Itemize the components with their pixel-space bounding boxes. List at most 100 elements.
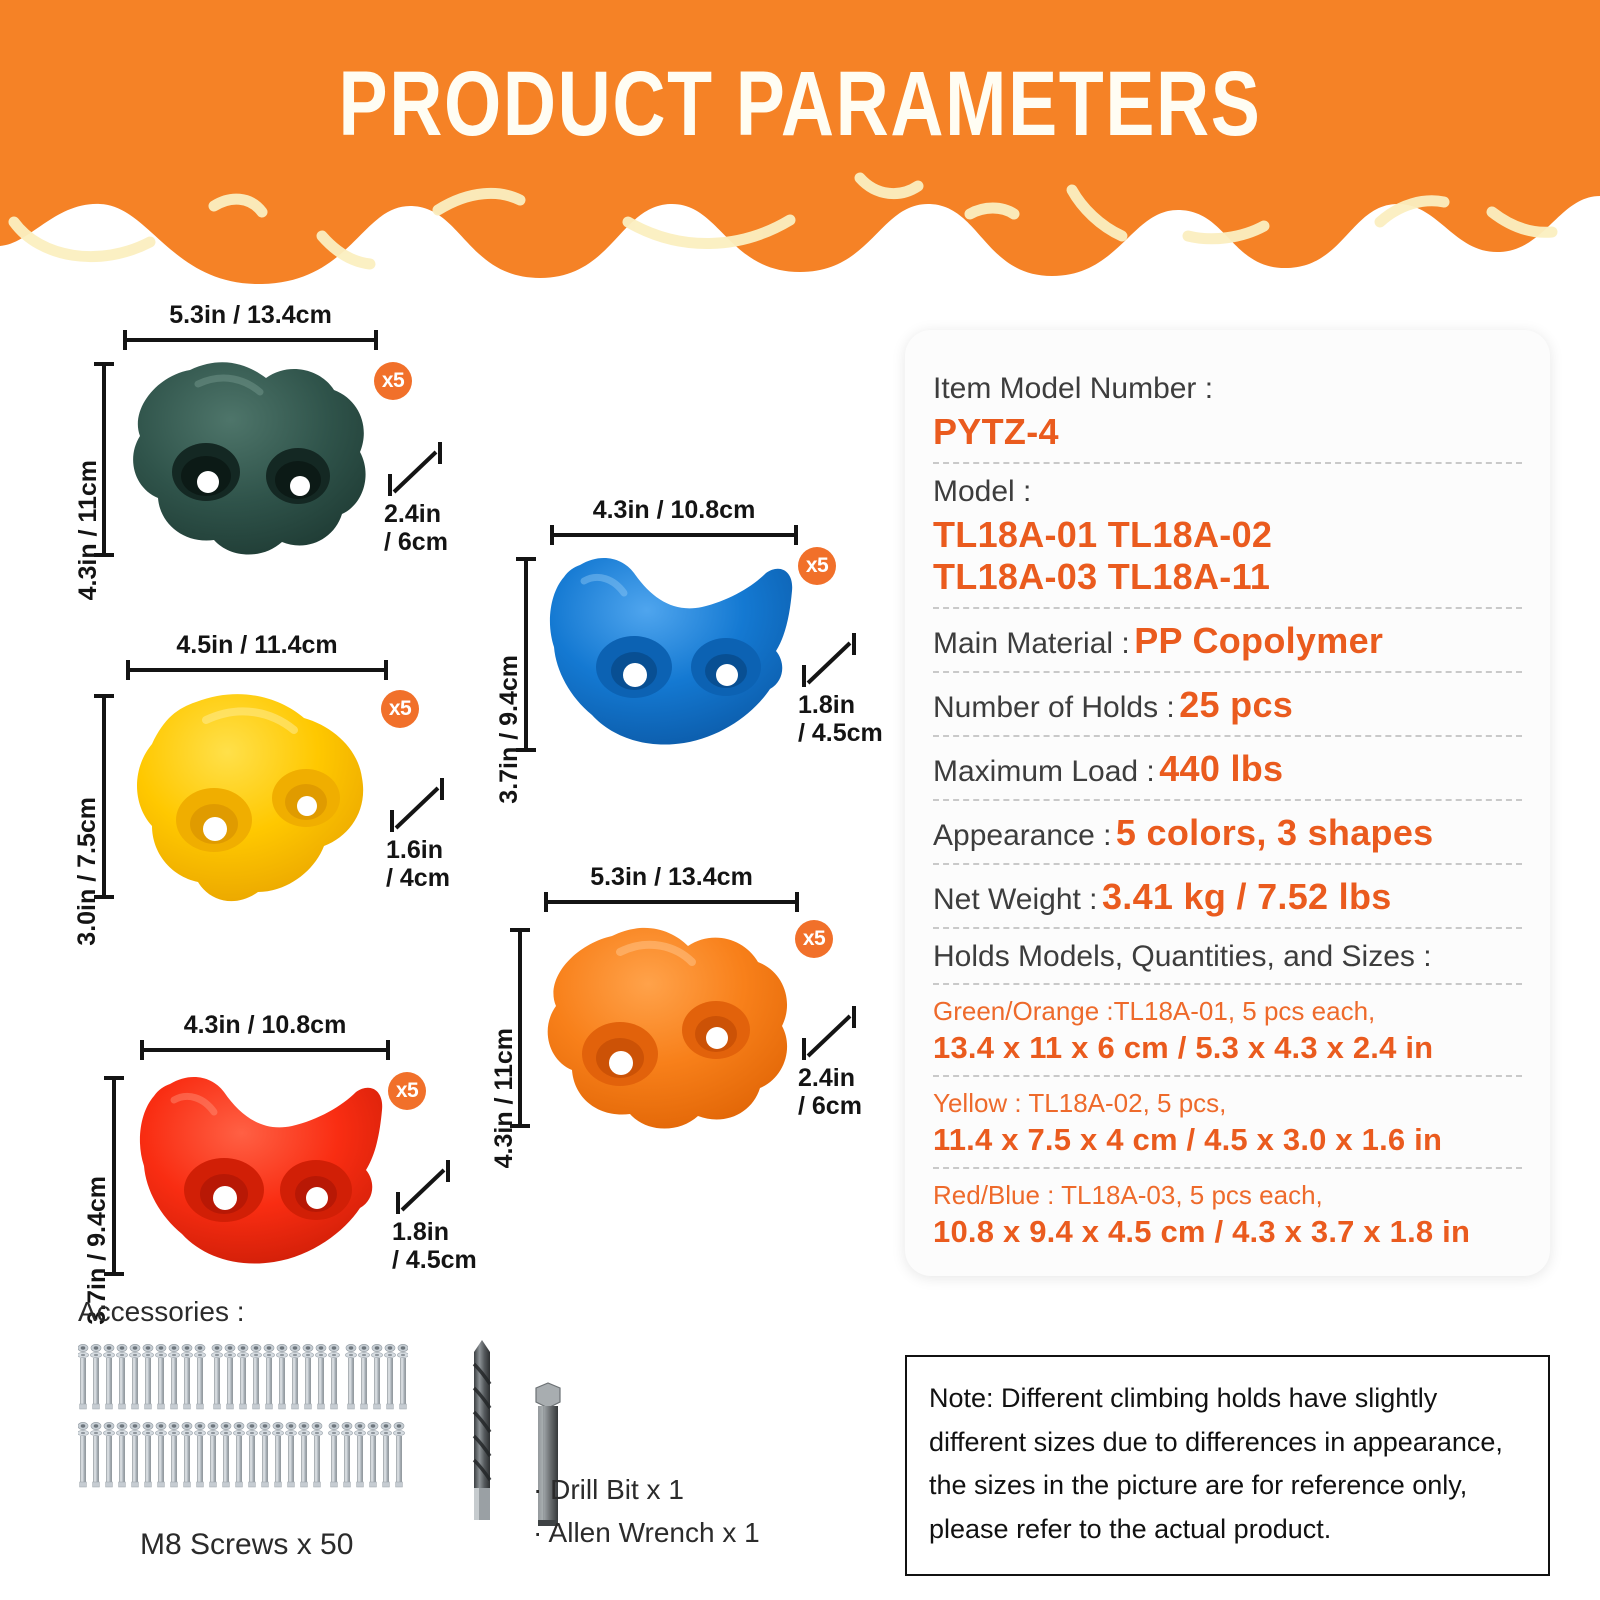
screws-caption: M8 Screws x 50 [140,1528,354,1561]
accessories-title: Accessories : [78,1296,245,1327]
depth-label: 2.4in / 6cm [798,1064,862,1120]
spec-row-holds-models-header: Holds Models, Quantities, and Sizes : [933,940,1522,985]
yellow-hold-depth-dimension: 1.6in / 4cm [386,776,454,892]
red-hold-depth-dimension: 1.8in / 4.5cm [392,1158,477,1274]
item-model-number-value: PYTZ-4 [933,411,1059,452]
dim-bar [518,928,522,1128]
size-desc-yellow: Yellow : TL18A-02, 5 pcs, [933,1088,1227,1118]
dim-cap-right [794,525,798,545]
orange-hold: 5.3in / 13.4cm 4.3in / 11cm [490,862,912,1168]
depth-leader-line [802,633,856,687]
dim-bar [102,362,106,557]
item-model-number-label: Item Model Number : [933,372,1214,405]
orange-hold-height-dimension: 4.3in / 11cm [486,928,530,1168]
tool-item-drill-bit: · Drill Bit x 1 [533,1474,684,1505]
number-of-holds-label: Number of Holds : [933,691,1175,724]
red-hold: 4.3in / 10.8cm 3.7in / 9.4cm [78,1010,508,1325]
dim-bar [544,900,799,904]
dim-cap-left [123,330,127,350]
dim-cap-left [544,892,548,912]
spec-row-number-of-holds: Number of Holds : 25 pcs [933,684,1522,737]
main-material-label: Main Material : [933,627,1130,660]
green-hold-depth-dimension: 2.4in / 6cm [384,440,452,556]
dim-bar [140,1048,390,1052]
header-banner: PRODUCT PARAMETERS [0,0,1600,290]
spec-row-size-yellow: Yellow : TL18A-02, 5 pcs, 11.4 x 7.5 x 4… [933,1088,1522,1169]
depth-label: 1.8in / 4.5cm [392,1218,477,1274]
size-value-red-blue: 10.8 x 9.4 x 4.5 cm / 4.3 x 3.7 x 1.8 in [933,1214,1471,1249]
depth-label: 1.8in / 4.5cm [798,691,883,747]
dim-cap-top [104,1076,124,1080]
number-of-holds-value: 25 pcs [1179,684,1294,725]
drill-bit-icon [472,1340,492,1520]
blue-hold: 4.3in / 10.8cm 3.7in / 9.4cm [492,495,912,803]
dim-bar [102,694,106,899]
dim-cap-bottom [94,895,114,899]
dim-bar [123,338,378,342]
green-hold: 5.3in / 13.4cm 4.3in / 11cm [74,300,498,600]
dim-cap-bottom [510,1124,530,1128]
banner-shape [0,0,1600,285]
dim-cap-left [550,525,554,545]
depth-leader-line [390,778,444,832]
green-hold-height-dimension: 4.3in / 11cm [70,362,114,600]
dim-cap-right [384,660,388,680]
green-hold-shape [133,362,366,555]
size-value-green-orange: 13.4 x 11 x 6 cm / 5.3 x 4.3 x 2.4 in [933,1030,1434,1065]
yellow-hold-height-dimension: 3.0in / 7.5cm [70,694,114,945]
appearance-label: Appearance : [933,819,1112,852]
blue-hold-height-dimension: 3.7in / 9.4cm [492,557,536,803]
red-hold-shape [139,1077,383,1264]
model-value-line-1: TL18A-01 TL18A-02 [933,514,1273,555]
accessories-section: Accessories : [76,1296,878,1561]
dim-bar [112,1076,116,1276]
depth-leader-line [388,442,442,496]
holds-illustration-area: 5.3in / 13.4cm 4.3in / 11cm [0,290,900,1325]
net-weight-value: 3.41 kg / 7.52 lbs [1101,876,1392,917]
green-hold-width-dimension: 5.3in / 13.4cm [123,300,378,350]
dim-cap-right [795,892,799,912]
blue-hold-width-dimension: 4.3in / 10.8cm [550,495,798,545]
orange-hold-depth-dimension: 2.4in / 6cm [798,1004,866,1120]
yellow-hold-quantity-badge: x5 [381,690,419,728]
red-hold-quantity-badge: x5 [388,1072,426,1110]
yellow-hold-shape [137,694,364,902]
depth-label: 1.6in / 4cm [386,836,450,892]
depth-leader-line [802,1006,856,1060]
size-desc-green-orange: Green/Orange :TL18A-01, 5 pcs each, [933,996,1376,1026]
depth-leader-line [396,1160,450,1214]
main-material-value: PP Copolymer [1134,620,1384,661]
spec-row-item-model-number: Item Model Number : PYTZ-4 [933,372,1522,464]
depth-label: 2.4in / 6cm [384,500,448,556]
model-value-line-2: TL18A-03 TL18A-11 [933,556,1271,597]
spec-row-model: Model : TL18A-01 TL18A-02 TL18A-03 TL18A… [933,475,1522,609]
dim-cap-bottom [94,553,114,557]
blue-hold-quantity-badge: x5 [798,547,836,585]
dim-cap-bottom [104,1272,124,1276]
note-box: Note: Different climbing holds have slig… [905,1355,1550,1576]
holds-models-label: Holds Models, Quantities, and Sizes : [933,940,1432,973]
maximum-load-label: Maximum Load : [933,755,1155,788]
m8-screws-graphic [76,1343,410,1488]
appearance-value: 5 colors, 3 shapes [1115,812,1434,853]
spec-row-maximum-load: Maximum Load : 440 lbs [933,748,1522,801]
spec-row-size-red-blue: Red/Blue : TL18A-03, 5 pcs each, 10.8 x … [933,1180,1522,1250]
dim-bar [524,557,528,752]
tools-list: · Drill Bit x 1 · Allen Wrench x 1 [533,1468,760,1555]
maximum-load-value: 440 lbs [1159,748,1284,789]
dim-cap-left [126,660,130,680]
dim-cap-bottom [516,748,536,752]
blue-hold-shape [549,558,793,745]
dim-cap-top [94,694,114,698]
red-hold-height-dimension: 3.7in / 9.4cm [80,1076,124,1325]
screws-illustration [76,1343,410,1514]
size-value-yellow: 11.4 x 7.5 x 4 cm / 4.5 x 3.0 x 1.6 in [933,1122,1443,1157]
tool-item-allen-wrench: · Allen Wrench x 1 [533,1517,760,1549]
note-text: Note: Different climbing holds have slig… [929,1383,1503,1545]
spec-row-size-green-orange: Green/Orange :TL18A-01, 5 pcs each, 13.4… [933,996,1522,1077]
dim-cap-right [386,1040,390,1060]
model-label: Model : [933,475,1032,508]
specifications-card: Item Model Number : PYTZ-4 Model : TL18A… [905,330,1550,1276]
orange-hold-quantity-badge: x5 [795,920,833,958]
spec-row-appearance: Appearance : 5 colors, 3 shapes [933,812,1522,865]
